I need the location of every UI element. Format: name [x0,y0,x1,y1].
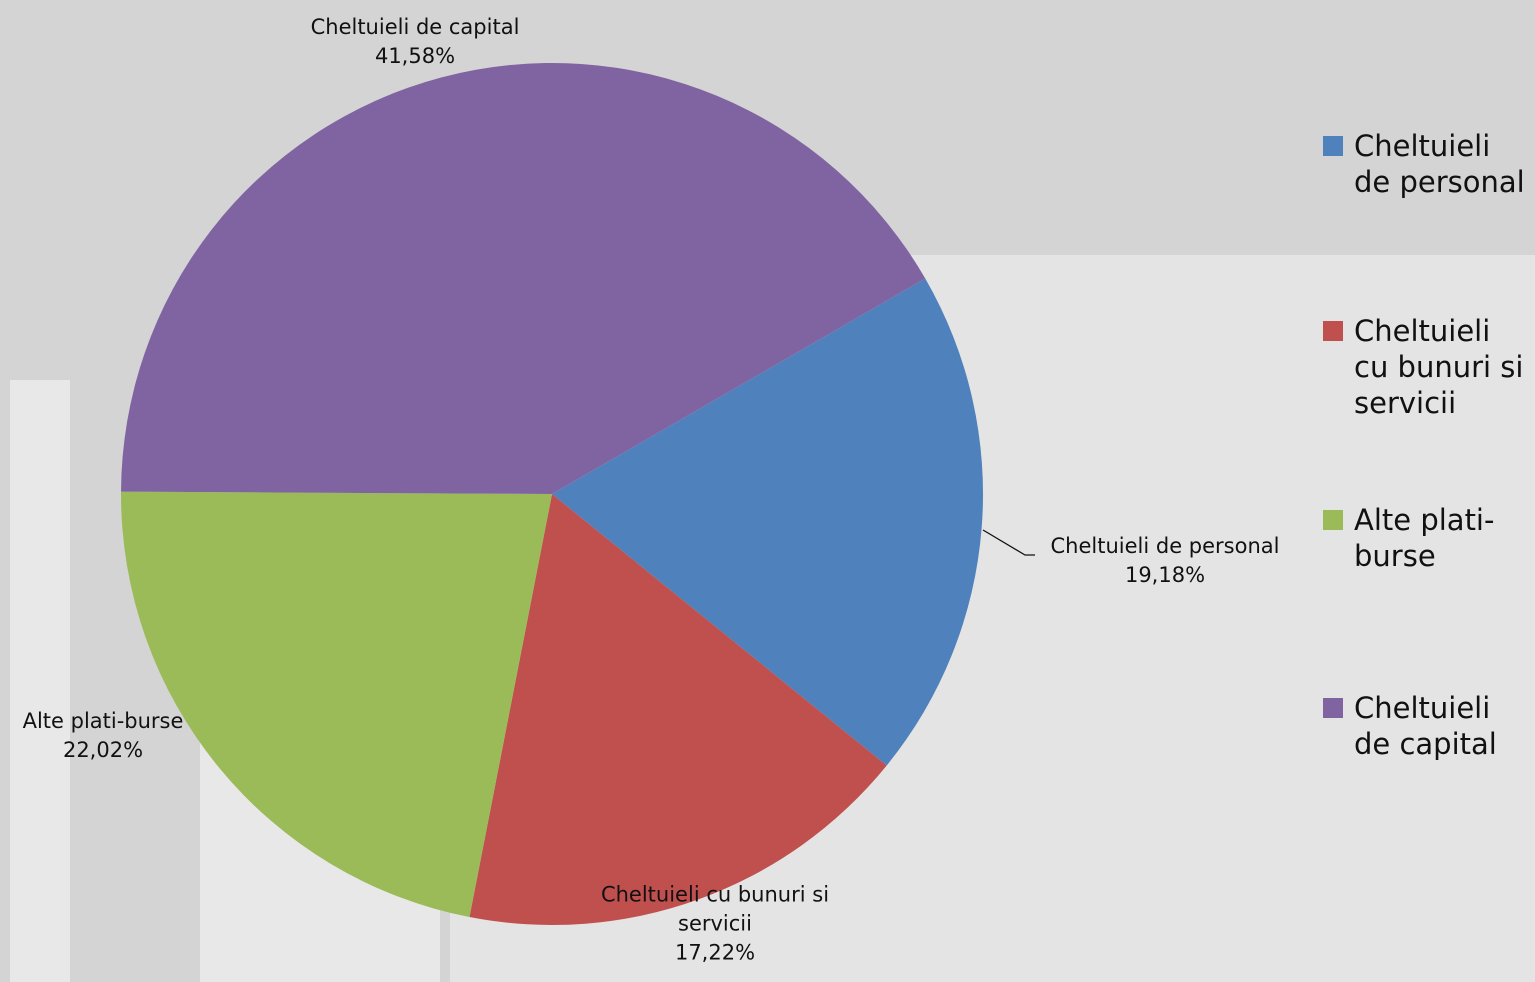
data-label: Alte plati-burse 22,02% [0,707,213,765]
data-label: Cheltuieli de capital 41,58% [265,13,565,71]
slice-value: 17,22% [674,940,756,965]
pie-slice [552,278,983,766]
pie-slice [121,63,926,495]
legend-swatch [1323,698,1343,718]
legend-label: Cheltuieli de capital [1354,691,1497,761]
slice-value: 41,58% [374,44,456,68]
watermark [10,380,70,982]
data-label: Cheltuieli cu bunuri si servicii 17,22% [580,881,850,968]
leader-line [982,529,1035,556]
legend-swatch [1323,321,1343,341]
slice-name: Cheltuieli de capital [310,15,520,39]
legend-swatch [1323,136,1343,156]
pie-slice [121,491,552,918]
legend-label: Alte plati-burse [1354,503,1495,573]
legend-label: Cheltuieli cu bunuri si servicii [1354,314,1524,420]
slice-name: Cheltuieli cu bunuri si servicii [600,882,830,936]
slice-name: Alte plati-burse [22,709,184,733]
pie-slice [469,494,887,925]
slice-name: Cheltuieli de personal [1050,534,1280,558]
slice-value: 22,02% [62,738,144,762]
slice-value: 19,18% [1124,563,1206,587]
legend-label: Cheltuieli de personal [1354,129,1525,199]
legend-swatch [1323,510,1343,530]
data-label: Cheltuieli de personal 19,18% [1015,532,1315,590]
